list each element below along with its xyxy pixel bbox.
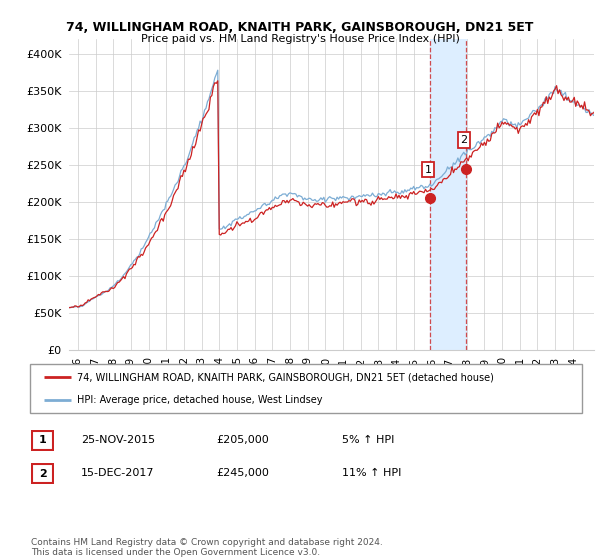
Text: Price paid vs. HM Land Registry's House Price Index (HPI): Price paid vs. HM Land Registry's House … bbox=[140, 34, 460, 44]
Text: 25-NOV-2015: 25-NOV-2015 bbox=[81, 435, 155, 445]
Bar bbox=[430, 39, 466, 350]
Text: £245,000: £245,000 bbox=[216, 468, 269, 478]
FancyBboxPatch shape bbox=[30, 364, 582, 413]
Text: 74, WILLINGHAM ROAD, KNAITH PARK, GAINSBOROUGH, DN21 5ET (detached house): 74, WILLINGHAM ROAD, KNAITH PARK, GAINSB… bbox=[77, 372, 494, 382]
FancyBboxPatch shape bbox=[32, 431, 53, 450]
Text: 1: 1 bbox=[39, 435, 46, 445]
Text: 2: 2 bbox=[461, 135, 467, 145]
Text: 5% ↑ HPI: 5% ↑ HPI bbox=[342, 435, 394, 445]
Text: 1: 1 bbox=[424, 165, 431, 175]
FancyBboxPatch shape bbox=[32, 464, 53, 483]
Text: 11% ↑ HPI: 11% ↑ HPI bbox=[342, 468, 401, 478]
Text: £205,000: £205,000 bbox=[216, 435, 269, 445]
Text: Contains HM Land Registry data © Crown copyright and database right 2024.
This d: Contains HM Land Registry data © Crown c… bbox=[31, 538, 383, 557]
Text: 2: 2 bbox=[39, 469, 46, 479]
Text: 15-DEC-2017: 15-DEC-2017 bbox=[81, 468, 155, 478]
Text: 74, WILLINGHAM ROAD, KNAITH PARK, GAINSBOROUGH, DN21 5ET: 74, WILLINGHAM ROAD, KNAITH PARK, GAINSB… bbox=[67, 21, 533, 34]
Text: HPI: Average price, detached house, West Lindsey: HPI: Average price, detached house, West… bbox=[77, 395, 322, 405]
